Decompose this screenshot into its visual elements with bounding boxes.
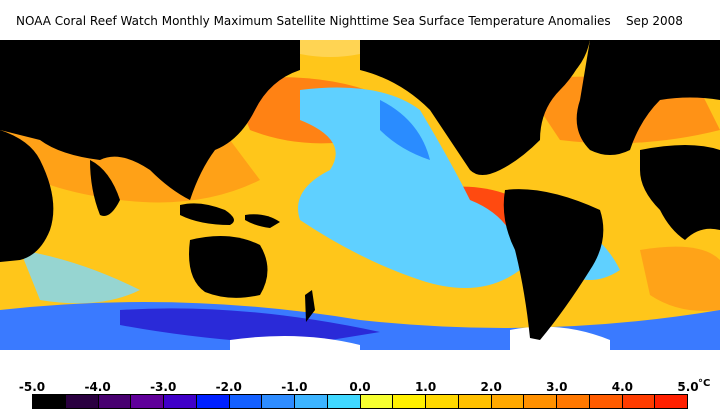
land-africa-west: [640, 145, 720, 240]
legend-unit: °C: [698, 378, 711, 389]
color-swatch: [393, 395, 426, 408]
ocean-warm-area: [640, 246, 720, 311]
legend-tick-label: -2.0: [215, 380, 242, 394]
southern-ocean-cold: [120, 308, 380, 345]
color-swatch: [327, 395, 361, 408]
color-swatch: [98, 395, 132, 408]
antarctica-ice: [230, 336, 360, 352]
color-swatch: [262, 395, 295, 408]
land-indonesia: [180, 203, 234, 225]
legend-tick-label: 1.0: [414, 380, 437, 394]
color-swatch: [196, 395, 230, 408]
legend-tick-label: -5.0: [18, 380, 46, 394]
sst-anomaly-map: [0, 40, 720, 370]
legend-tick-label: 3.0: [546, 380, 568, 394]
legend-tick-label: -1.0: [281, 380, 308, 394]
map-title: NOAA Coral Reef Watch Monthly Maximum Sa…: [0, 0, 720, 40]
land-new-zealand: [305, 290, 315, 322]
land-eurasia: [0, 40, 300, 200]
color-swatch: [360, 395, 394, 408]
color-swatch: [491, 395, 525, 408]
color-legend: -5.0 -4.0 -3.0 -2.0 -1.0 0.0 1.0 2.0 3.0 4.0 5.0 °…: [0, 370, 720, 411]
color-swatch: [458, 395, 492, 408]
color-swatch: [589, 395, 623, 408]
colorbar: [32, 394, 688, 409]
color-swatch: [426, 395, 459, 408]
legend-tick-label: -4.0: [84, 380, 111, 394]
antarctica-ice: [0, 350, 720, 370]
color-swatch: [229, 395, 263, 408]
ocean-cold-area: [298, 87, 520, 288]
color-swatch: [164, 395, 197, 408]
legend-tick-label: 5.0: [677, 380, 699, 394]
land-new-guinea: [245, 214, 280, 228]
legend-tick-label: 0.0: [349, 380, 371, 394]
legend-tick-label: 2.0: [480, 380, 502, 394]
land-africa: [0, 130, 54, 262]
color-swatch: [33, 395, 66, 408]
color-swatch: [557, 395, 590, 408]
legend-tick-label: 4.0: [611, 380, 634, 394]
color-swatch: [295, 395, 328, 408]
land-north-america: [360, 40, 590, 175]
color-swatch: [655, 395, 687, 408]
arctic-ice: [300, 40, 360, 57]
land-europe: [576, 40, 720, 155]
ocean-cold-area: [20, 250, 140, 304]
legend-tick-label: -3.0: [150, 380, 177, 394]
color-swatch: [524, 395, 557, 408]
date-label: Sep 2008: [625, 14, 683, 28]
color-swatch: [622, 395, 656, 408]
color-swatch: [131, 395, 164, 408]
title-text: NOAA Coral Reef Watch Monthly Maximum Sa…: [16, 14, 611, 28]
land-india: [90, 160, 120, 216]
land-south-america: [503, 189, 604, 340]
color-swatch: [65, 395, 99, 408]
ocean-cold-area: [380, 100, 430, 160]
land-australia: [189, 236, 268, 298]
land-greenland: [520, 40, 590, 80]
